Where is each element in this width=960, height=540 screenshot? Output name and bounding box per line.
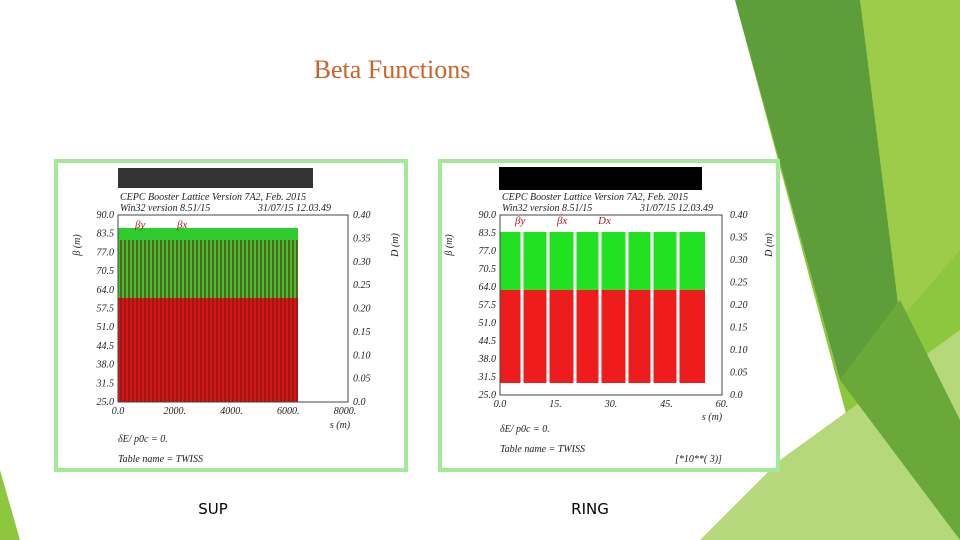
x-tick-label: 2000. <box>164 406 187 417</box>
y-tick-label: 57.5 <box>97 304 115 315</box>
header: Win32 version 8.51/15 <box>120 203 210 214</box>
y-tick-label: 64.0 <box>479 282 497 293</box>
y-tick-label: 77.0 <box>97 247 115 258</box>
header: 31/07/15 12.03.49 <box>639 203 713 214</box>
y2-tick-label: 0.40 <box>353 210 371 221</box>
y2-tick-label: 0.0 <box>730 390 743 401</box>
y-tick-label: 90.0 <box>479 210 497 221</box>
y2-axis-label: D (m) <box>764 233 775 258</box>
y-tick-label: 83.5 <box>479 228 497 239</box>
footer: [*10**( 3)] <box>675 454 722 465</box>
y2-tick-label: 0.15 <box>353 327 371 338</box>
x-tick-label: 4000. <box>220 406 243 417</box>
slide-title: Beta Functions <box>314 55 471 84</box>
y-axis-label: β (m) <box>72 234 83 257</box>
x-axis-label: s (m) <box>330 420 351 431</box>
footer: Table name = TWISS <box>118 454 203 465</box>
y-tick-label: 70.5 <box>97 266 115 277</box>
y2-tick-label: 0.15 <box>730 323 748 334</box>
y-tick-label: 31.5 <box>478 372 497 383</box>
legend: βx <box>176 219 187 231</box>
y2-tick-label: 0.35 <box>353 233 371 244</box>
y2-tick-label: 0.25 <box>353 280 371 291</box>
footer: δE/ p0c = 0. <box>118 434 168 445</box>
y-tick-label: 51.0 <box>97 322 115 333</box>
header: CEPC Booster Lattice Version 7A2, Feb. 2… <box>502 192 688 203</box>
legend: βy <box>514 215 525 227</box>
caption: SUP <box>198 500 228 518</box>
y-tick-label: 44.5 <box>479 336 497 347</box>
x-tick-label: 60. <box>716 399 729 410</box>
y-tick-label: 51.0 <box>479 318 497 329</box>
y2-tick-label: 0.10 <box>353 350 371 361</box>
footer: Table name = TWISS <box>500 444 585 455</box>
x-tick-label: 45. <box>660 399 673 410</box>
y-tick-label: 31.5 <box>96 378 115 389</box>
x-tick-label: 8000. <box>334 406 357 417</box>
y2-tick-label: 0.10 <box>730 345 748 356</box>
caption: RING <box>571 500 609 518</box>
y-tick-label: 25.0 <box>479 390 497 401</box>
y2-tick-label: 0.30 <box>353 257 371 268</box>
y-tick-label: 38.0 <box>478 354 497 365</box>
deco <box>840 300 960 540</box>
y-tick-label: 83.5 <box>97 229 115 240</box>
y2-tick-label: 0.0 <box>353 397 366 408</box>
y2-tick-label: 0.25 <box>730 278 748 289</box>
x-tick-label: 15. <box>549 399 562 410</box>
plot-image <box>117 168 349 403</box>
y-tick-label: 90.0 <box>97 210 115 221</box>
header: Win32 version 8.51/15 <box>502 203 592 214</box>
x-tick-label: 6000. <box>277 406 300 417</box>
y-tick-label: 25.0 <box>97 397 115 408</box>
y2-tick-label: 0.35 <box>730 233 748 244</box>
deco <box>735 0 900 380</box>
legend: βx <box>556 215 567 227</box>
y-axis-label: β (m) <box>444 234 455 257</box>
y-tick-label: 57.5 <box>479 300 497 311</box>
deco <box>0 470 20 540</box>
plot-image <box>499 167 723 396</box>
x-tick-label: 0.0 <box>494 399 507 410</box>
x-axis-label: s (m) <box>702 412 723 423</box>
x-tick-label: 30. <box>604 399 618 410</box>
x-tick-label: 0.0 <box>112 406 125 417</box>
header: 31/07/15 12.03.49 <box>257 203 331 214</box>
y-tick-label: 70.5 <box>479 264 497 275</box>
y-tick-label: 38.0 <box>96 360 115 371</box>
y-tick-label: 77.0 <box>479 246 497 257</box>
y2-tick-label: 0.20 <box>730 300 748 311</box>
y2-tick-label: 0.20 <box>353 304 371 315</box>
footer: δE/ p0c = 0. <box>500 424 550 435</box>
y2-axis-label: D (m) <box>390 233 401 258</box>
y-tick-label: 64.0 <box>97 285 115 296</box>
y2-tick-label: 0.05 <box>730 368 748 379</box>
header: CEPC Booster Lattice Version 7A2, Feb. 2… <box>120 192 306 203</box>
y2-tick-label: 0.40 <box>730 210 748 221</box>
legend: βy <box>134 219 145 231</box>
y-tick-label: 44.5 <box>97 341 115 352</box>
y2-tick-label: 0.30 <box>730 255 748 266</box>
y2-tick-label: 0.05 <box>353 374 371 385</box>
legend: Dx <box>597 215 611 227</box>
deco <box>860 0 960 320</box>
